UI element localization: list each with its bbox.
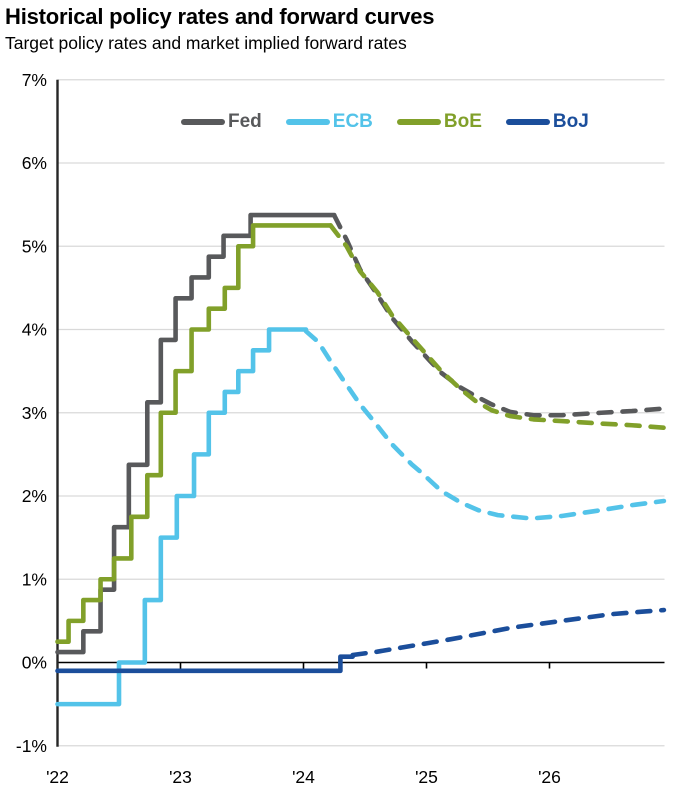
y-tick-label-7%: 7% (22, 70, 47, 90)
boe-historical-line (55, 223, 333, 644)
fed-line-swatch (181, 119, 225, 125)
x-tick-label-25: '25 (415, 767, 438, 787)
chart-legend: Fed ECB BoE BoJ (181, 111, 589, 133)
policy-rates-line-chart: 7% 6% 5% 4% 3% 2% 1% 0% -1% '22 '23 '24 '25 '26 (16, 70, 667, 787)
legend-label-fed: Fed (228, 111, 262, 132)
y-tick-label-1%: 1% (22, 569, 47, 589)
boe-line-swatch (396, 119, 441, 125)
chart-subtitle: Target policy rates and market implied f… (5, 33, 407, 53)
boj-historical-line (55, 654, 355, 674)
boj-line-swatch (505, 119, 550, 125)
boj-forward-line (350, 607, 667, 658)
legend-label-boe: BoE (443, 111, 482, 132)
legend-item-fed: Fed (181, 111, 262, 133)
ecb-line-swatch (285, 119, 330, 125)
x-tick-label-22: '22 (46, 767, 69, 787)
legend-item-boj: BoJ (505, 111, 589, 133)
y-tick-label-2%: 2% (22, 486, 47, 506)
legend-label-boj: BoJ (552, 111, 589, 132)
boe-forward-line (328, 223, 667, 431)
fed-forward-line (331, 213, 667, 418)
ecb-historical-line (55, 327, 309, 707)
y-tick-label-6%: 6% (22, 153, 47, 173)
x-tick-label-23: '23 (169, 767, 192, 787)
y-tick-label-3%: 3% (22, 403, 47, 423)
x-tick-label-24: '24 (292, 767, 315, 787)
ecb-forward-line (303, 328, 667, 521)
y-tick-label-4%: 4% (22, 320, 47, 340)
legend-item-boe: BoE (396, 111, 482, 133)
legend-item-ecb: ECB (285, 111, 373, 133)
chart-title: Historical policy rates and forward curv… (5, 4, 435, 29)
y-tick-label-0%: 0% (22, 653, 47, 673)
x-tick-label-26: '26 (538, 767, 561, 787)
legend-label-ecb: ECB (332, 111, 373, 132)
y-tick-label--1%: -1% (16, 736, 47, 756)
y-tick-label-5%: 5% (22, 236, 47, 256)
